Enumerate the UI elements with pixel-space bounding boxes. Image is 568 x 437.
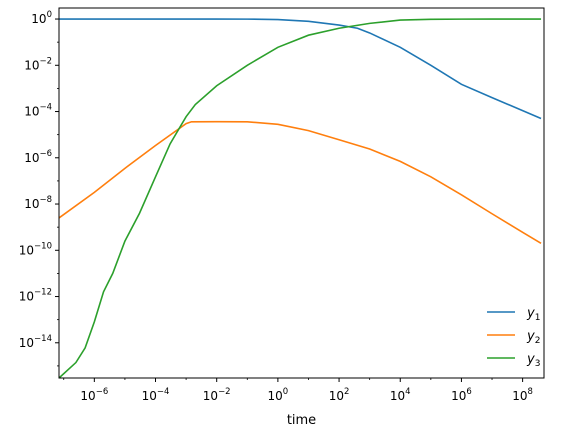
x-tick-label: 10−6 (80, 387, 108, 403)
x-tick-label: 106 (451, 387, 472, 403)
series-line-y2 (58, 120, 542, 245)
series-layer (58, 18, 542, 379)
series-line-y3 (58, 18, 542, 379)
y-tick-label: 10−8 (24, 195, 52, 211)
y-tick-label: 10−2 (24, 56, 52, 72)
y-axis: 100 10−2 10−4 10−6 10−8 10−10 10−12 10−14 (19, 10, 59, 367)
x-tick-label: 10−2 (203, 387, 231, 403)
y-tick-label: 10−14 (19, 334, 52, 350)
y-tick-label: 10−4 (24, 103, 52, 119)
x-tick-label: 108 (512, 387, 533, 403)
y-tick-label: 10−12 (19, 288, 52, 304)
x-axis: 10−6 10−4 10−2 100 102 104 106 108 (63, 378, 533, 403)
x-tick-label: 102 (329, 387, 350, 403)
x-tick-label: 100 (268, 387, 289, 403)
legend: y1 y2 y3 (487, 306, 540, 369)
series-line-y1 (59, 18, 542, 120)
y-tick-label: 10−6 (24, 149, 52, 165)
y-tick-label: 100 (31, 10, 52, 26)
x-axis-title: time (287, 413, 316, 428)
legend-label-y2: y2 (526, 329, 540, 346)
x-tick-label: 104 (390, 387, 411, 403)
legend-label-y3: y3 (526, 352, 540, 369)
plot-frame (58, 7, 545, 379)
y-tick-label: 10−10 (19, 241, 52, 257)
x-tick-label: 10−4 (142, 387, 170, 403)
legend-label-y1: y1 (526, 306, 540, 323)
